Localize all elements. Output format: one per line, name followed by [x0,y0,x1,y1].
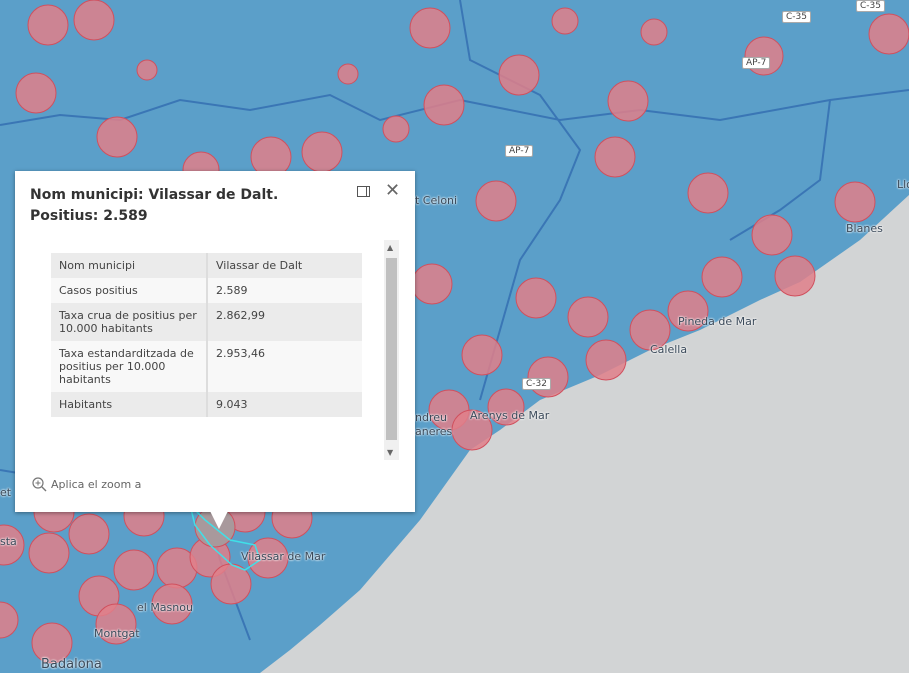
case-circle[interactable] [461,334,503,376]
table-row: Taxa estandarditzada de positius per 10.… [51,341,362,392]
case-circle[interactable] [151,583,193,625]
case-circle[interactable] [31,622,73,664]
zoom-to-link[interactable]: Aplica el zoom a [32,477,141,492]
case-circle[interactable] [247,537,289,579]
field-label: Taxa crua de positius per 10.000 habitan… [51,303,208,341]
place-label: Pineda de Mar [678,315,757,328]
case-circle[interactable] [667,290,709,332]
case-circle[interactable] [113,549,155,591]
case-circle[interactable] [515,277,557,319]
table-row: Habitants 9.043 [51,392,362,417]
case-circle[interactable] [15,72,57,114]
field-label: Taxa estandarditzada de positius per 10.… [51,341,208,392]
place-label: ndreu [415,411,447,424]
table-row: Taxa crua de positius per 10.000 habitan… [51,303,362,341]
case-circle[interactable] [423,84,465,126]
table-row: Nom municipi Vilassar de Dalt [51,253,362,278]
case-circle[interactable] [629,309,671,351]
dock-icon[interactable] [357,186,370,197]
case-circle[interactable] [475,180,517,222]
field-value: 9.043 [216,398,248,411]
field-value: 2.862,99 [216,309,265,322]
case-circle[interactable] [687,172,729,214]
road-label: AP-7 [742,57,771,69]
scrollbar[interactable]: ▲ ▼ [384,240,399,460]
case-circle[interactable] [382,115,410,143]
place-label: Arenys de Mar [470,409,550,422]
case-circle[interactable] [96,116,138,158]
case-circle[interactable] [28,532,70,574]
place-label: Calella [650,343,688,356]
case-circle[interactable] [136,59,158,81]
case-circle[interactable] [774,255,816,297]
case-circle[interactable] [487,388,525,426]
popup: Nom municipi: Vilassar de Dalt. Positius… [15,171,415,529]
road-label: AP-7 [505,145,534,157]
field-label: Casos positius [51,278,208,303]
road-label: C-35 [856,0,885,12]
scroll-down-icon[interactable]: ▼ [387,448,394,457]
case-circle[interactable] [551,7,579,35]
place-label: Vilassar de Mar [241,550,326,563]
table-row: Casos positius 2.589 [51,278,362,303]
case-circle[interactable] [744,36,784,76]
road-label: C-32 [522,378,551,390]
zoom-to-label: Aplica el zoom a [51,478,142,491]
case-circle[interactable] [411,263,453,305]
attribute-table-container: Nom municipi Vilassar de Dalt Casos posit… [51,253,362,417]
place-label: sta [0,535,17,548]
case-circle[interactable] [301,131,343,173]
place-label: aneres [415,425,453,438]
case-circle[interactable] [527,356,569,398]
case-circle[interactable] [409,7,451,49]
place-label: el Masnou [137,601,193,614]
case-circle[interactable] [567,296,609,338]
case-circle[interactable] [640,18,668,46]
case-circle[interactable] [68,513,110,555]
scrollbar-thumb[interactable] [386,258,397,440]
case-circle[interactable] [594,136,636,178]
zoom-in-icon [32,477,47,492]
case-circle[interactable] [868,13,909,55]
case-circle[interactable] [498,54,540,96]
case-circle[interactable] [27,4,69,46]
case-circle[interactable] [834,181,876,223]
attribute-table: Nom municipi Vilassar de Dalt Casos posit… [51,253,362,417]
case-circle[interactable] [337,63,359,85]
place-label: Montgat [94,627,140,640]
place-label: Badalona [41,657,102,672]
case-circle[interactable] [585,339,627,381]
field-label: Habitants [51,392,208,417]
field-value: Vilassar de Dalt [216,259,303,272]
field-value: 2.589 [216,284,248,297]
selected-boundary [188,502,261,571]
popup-title: Nom municipi: Vilassar de Dalt. Positius… [30,187,279,224]
case-circle[interactable] [451,409,493,451]
field-value: 2.953,46 [216,347,265,360]
close-icon[interactable]: ✕ [385,180,401,201]
place-label: Llo [897,178,909,191]
field-label: Nom municipi [51,253,208,278]
place-label: Blanes [846,222,883,235]
scroll-up-icon[interactable]: ▲ [387,243,394,252]
case-circle[interactable] [0,524,25,566]
road-label: C-35 [782,11,811,23]
case-circle[interactable] [73,0,115,41]
case-circle[interactable] [0,601,19,639]
case-circle[interactable] [95,603,137,645]
case-circle[interactable] [701,256,743,298]
place-label: et [0,486,12,499]
case-circle[interactable] [607,80,649,122]
place-label: t Celoni [415,194,458,207]
case-circle[interactable] [751,214,793,256]
